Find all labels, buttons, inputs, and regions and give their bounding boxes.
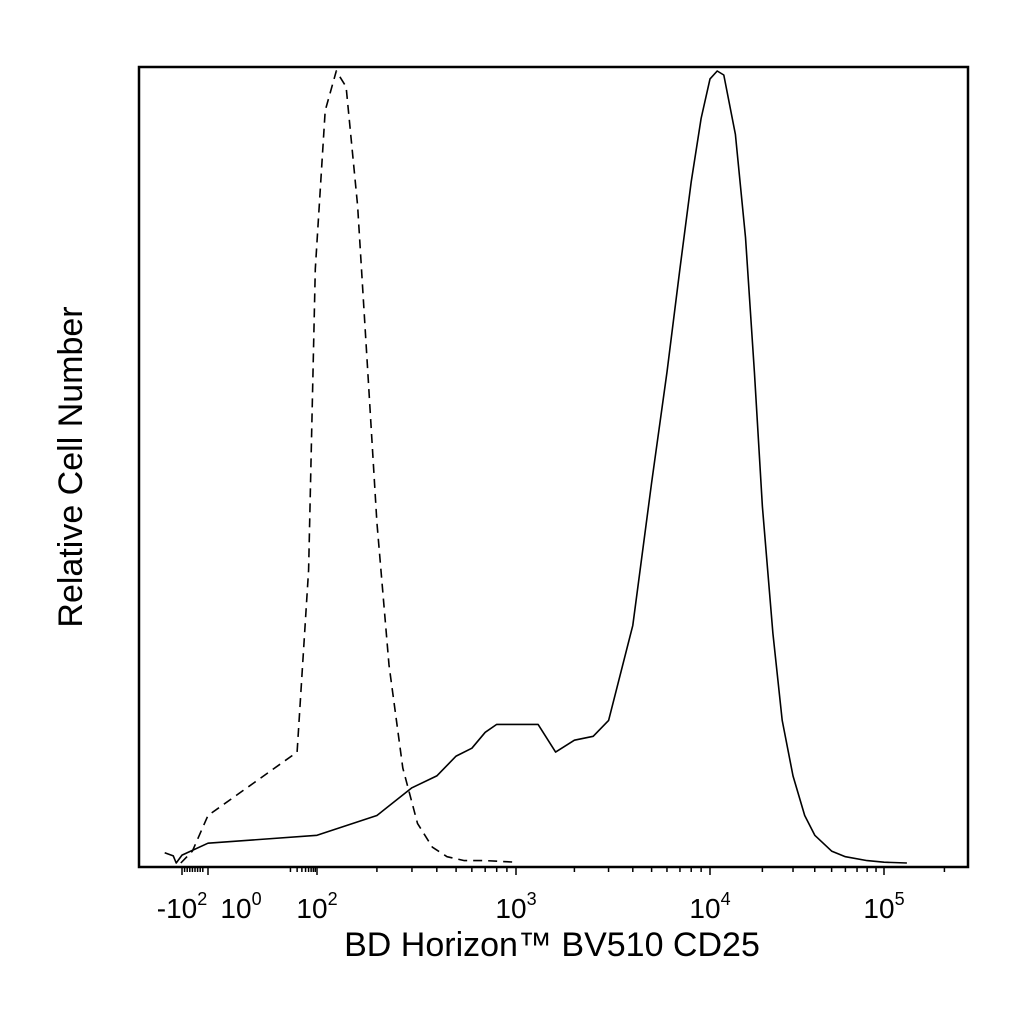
plot-frame bbox=[137, 65, 970, 869]
x-tick-label: -102 bbox=[157, 889, 207, 924]
x-tick-label: 105 bbox=[863, 889, 904, 924]
series-layer bbox=[164, 70, 907, 864]
y-axis-title: Relative Cell Number bbox=[52, 306, 90, 627]
x-tick-label: 100 bbox=[220, 889, 261, 924]
stained-sample-curve bbox=[164, 70, 907, 864]
isotype-control-curve bbox=[180, 70, 517, 864]
x-tick-label: 103 bbox=[495, 889, 536, 924]
x-axis-title: BD Horizon™ BV510 CD25 bbox=[344, 926, 760, 964]
x-axis-tick-labels: -102 100 102 103 104 105 bbox=[157, 889, 905, 924]
x-tick-label: 102 bbox=[296, 889, 337, 924]
x-axis-ticks bbox=[181, 867, 946, 875]
x-tick-label: 104 bbox=[689, 889, 730, 924]
